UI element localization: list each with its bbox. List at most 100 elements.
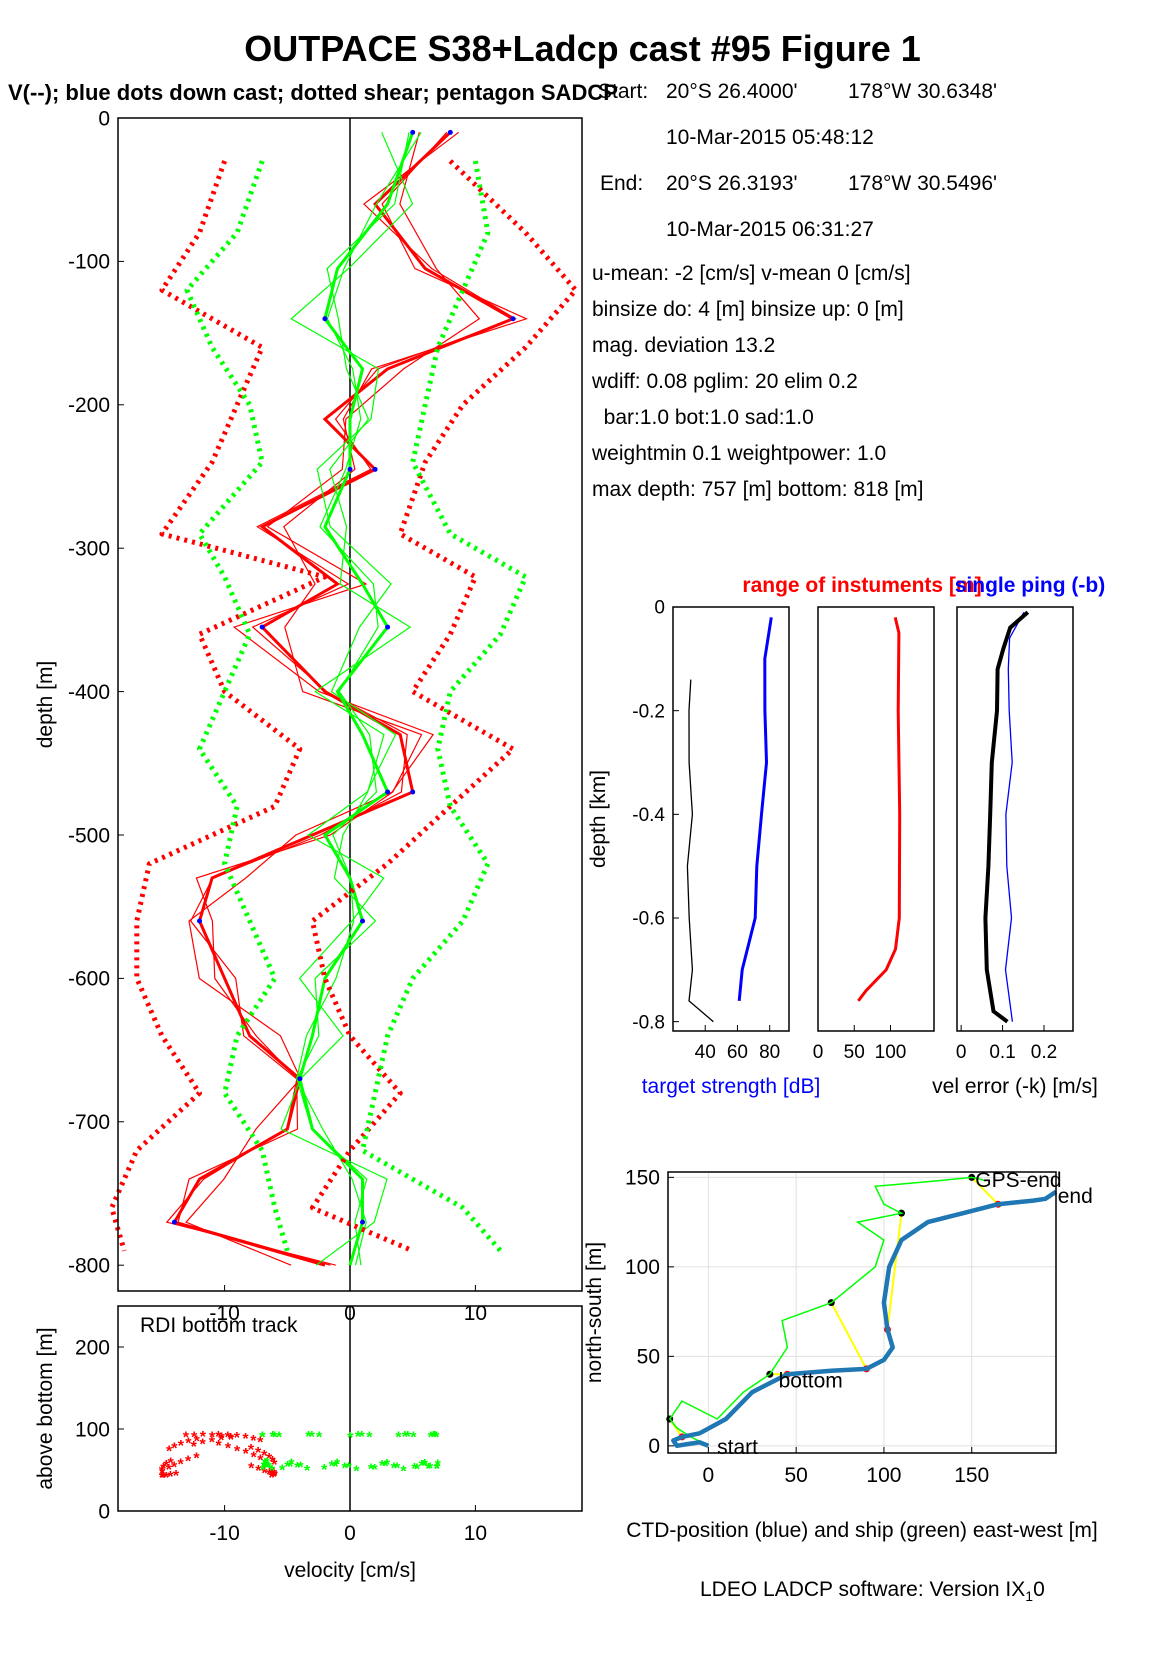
y-tick-label: 0 (654, 598, 665, 619)
green-bottom-track-point: * (405, 1429, 412, 1446)
red-bottom-track-point: * (218, 1433, 225, 1450)
red-bottom-track-point: * (234, 1430, 241, 1447)
green-bottom-track-point: * (332, 1459, 339, 1476)
start-label: start (717, 1436, 758, 1459)
binsize-info: binsize do: 4 [m] binsize up: 0 [m] (592, 298, 904, 321)
downcast-dot (360, 918, 366, 924)
black-error-line (983, 610, 1030, 1024)
red-bottom-track-point: * (183, 1430, 190, 1447)
blue-strength-line (737, 617, 773, 1002)
green-bottom-track-point: * (384, 1457, 391, 1474)
panel-title: RDI bottom track (140, 1314, 298, 1337)
green-bottom-track-point: * (431, 1429, 438, 1446)
y-tick-label: -800 (68, 1255, 110, 1278)
red-bottom-track-point: * (261, 1448, 268, 1465)
green-bottom-track-point: * (262, 1459, 269, 1476)
red-bottom-track-point: * (271, 1457, 278, 1474)
red-bottom-track-point: * (166, 1444, 173, 1461)
green-bottom-track-point: * (395, 1430, 402, 1447)
green-bottom-track-point: * (261, 1459, 268, 1476)
y-axis-label: north-south [m] (583, 1242, 606, 1383)
green-bottom-track-point: * (279, 1462, 286, 1479)
mag-deviation: mag. deviation 13.2 (592, 334, 776, 357)
ctd-track (671, 1189, 1058, 1449)
downcast-dot (410, 129, 416, 135)
ship-ctd-connector (971, 1176, 999, 1205)
plot-frame (117, 1305, 583, 1512)
green-bottom-track-point: * (379, 1458, 386, 1475)
range-line (857, 617, 902, 1002)
downcast-dot (360, 1219, 366, 1225)
start-time: 10-Mar-2015 05:48:12 (666, 126, 874, 149)
y-tick-label: 100 (75, 1418, 110, 1441)
downcast-dot (322, 316, 328, 322)
red-bottom-track-point: * (248, 1461, 255, 1478)
downcast-dot (259, 624, 265, 630)
x-tick-label: 0.1 (989, 1042, 1015, 1063)
red-bottom-track-point: * (199, 1437, 206, 1454)
red-bottom-track-point: * (209, 1430, 216, 1447)
velocity-profile-chart: -100100-100-200-300-400-500-600-700-800d… (34, 107, 583, 1325)
x-tick-label: 0 (703, 1464, 715, 1487)
bottom-label: bottom (779, 1370, 843, 1393)
green-bottom-track-point: * (353, 1463, 360, 1480)
red-bottom-track-point: * (266, 1451, 273, 1468)
x-axis-label: CTD-position (blue) and ship (green) eas… (626, 1519, 1098, 1542)
downcast-dot (372, 466, 378, 472)
green-bottom-track-point: * (266, 1459, 273, 1476)
x-tick-label: 0 (956, 1042, 967, 1063)
downcast-dot (197, 918, 203, 924)
green-bottom-track-point: * (414, 1462, 421, 1479)
green-bottom-track-point: * (435, 1458, 442, 1475)
figure-title: OUTPACE S38+Ladcp cast #95 Figure 1 (244, 28, 921, 69)
green-bottom-track-point: * (270, 1429, 277, 1446)
red-bottom-track-point: * (261, 1465, 268, 1482)
red-bottom-track-point: * (271, 1466, 278, 1483)
panel-title: range of instuments [m] (742, 574, 981, 597)
red-bottom-track-point: * (218, 1431, 225, 1448)
y-tick-label: -400 (68, 681, 110, 704)
y-tick-label: -0.2 (632, 701, 665, 722)
red-bottom-track-point: * (177, 1457, 184, 1474)
red-shear-bound (309, 159, 579, 1254)
downcast-dot (347, 466, 353, 472)
red-bottom-track-point: * (173, 1468, 180, 1485)
green-bottom-track-point: * (372, 1462, 379, 1479)
green-bottom-track-point: * (287, 1459, 294, 1476)
red-bottom-track-point: * (160, 1461, 167, 1478)
red-bottom-track-point: * (167, 1469, 174, 1486)
x-tick-label: 50 (844, 1042, 865, 1063)
green-bottom-track-point: * (402, 1429, 409, 1446)
green-bottom-track-point: * (309, 1429, 316, 1446)
red-bottom-track-point: * (250, 1433, 257, 1450)
red-bottom-track-point: * (193, 1451, 200, 1468)
start-latitude: 20°S 26.4000' (666, 80, 798, 103)
y-tick-label: 100 (625, 1256, 660, 1279)
green-bottom-track-point: * (264, 1456, 271, 1473)
green-shear-bound (360, 160, 529, 1253)
x-tick-label: 80 (759, 1042, 780, 1063)
x-tick-label: 0.2 (1031, 1042, 1057, 1063)
y-tick-label: -700 (68, 1111, 110, 1134)
red-bottom-track-point: * (225, 1429, 232, 1446)
green-bottom-track-point: * (284, 1459, 291, 1476)
green-bottom-track-point: * (391, 1461, 398, 1478)
red-bottom-track-point: * (160, 1470, 167, 1487)
red-bottom-track-point: * (191, 1429, 198, 1446)
green-bottom-track-point: * (410, 1429, 417, 1446)
red-bottom-track-point: * (163, 1458, 170, 1475)
ship-track (668, 1176, 987, 1447)
green-bottom-track-point: * (305, 1429, 312, 1446)
y-tick-label: -100 (68, 251, 110, 274)
red-profile-line (185, 132, 481, 1266)
green-bottom-track-point: * (430, 1429, 437, 1446)
green-bottom-track-point: * (355, 1429, 362, 1446)
end-label: End: (600, 172, 644, 195)
version-text: LDEO LADCP software: Version IX (700, 1578, 1026, 1601)
green-shear-bound (184, 160, 290, 1252)
red-bottom-track-point: * (166, 1462, 173, 1479)
green-bottom-track-point: * (329, 1459, 336, 1476)
green-profile-line (296, 132, 412, 1266)
